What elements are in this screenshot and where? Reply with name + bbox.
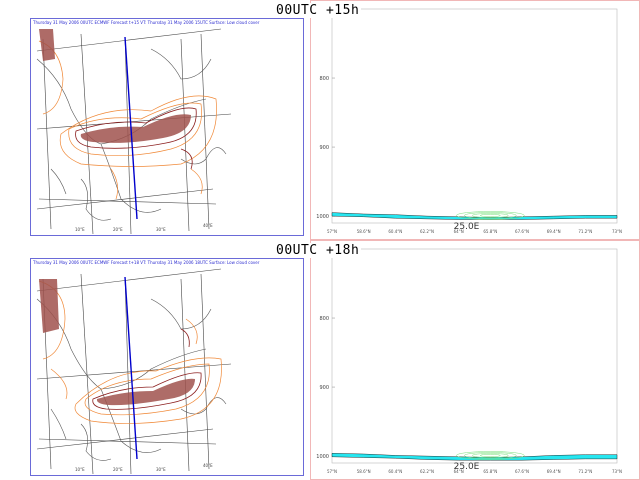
x-tick-label: 57°N <box>327 469 337 474</box>
y-tick-label: 1000 <box>316 454 329 460</box>
x-tick-label: 64°N <box>454 229 464 234</box>
x-tick-label: 57°N <box>327 229 337 234</box>
cloud-contour <box>464 452 517 459</box>
map-icon: 10°E 20°E 30°E 40°E <box>36 268 232 475</box>
boundary-layer-area <box>331 212 618 220</box>
x-tick-label: 60.4°N <box>388 229 402 234</box>
lon-label: 30°E <box>156 227 166 232</box>
y-tick-label: 900 <box>319 145 329 151</box>
cloud-contour <box>472 213 509 218</box>
cloud-contour <box>472 453 509 458</box>
x-tick-label: 60.4°N <box>388 469 402 474</box>
x-tick-label: 67.6°N <box>515 229 529 234</box>
x-tick-label: 58.6°N <box>357 469 371 474</box>
lon-label: 40°E <box>203 223 213 228</box>
lon-label: 10°E <box>75 467 85 472</box>
lon-label: 30°E <box>156 467 166 472</box>
forecast-panel-15h: Thursday 31 May 2006 00UTC ECMWF Forecas… <box>30 0 640 240</box>
y-tick-label: 800 <box>319 316 329 322</box>
x-tick-label: 62.2°N <box>420 469 434 474</box>
forecast-panel-18h: Thursday 31 May 2006 00UTC ECMWF Forecas… <box>0 240 640 480</box>
section-line <box>124 36 138 220</box>
x-tick-label: 71.2°N <box>578 469 592 474</box>
x-tick-label: 65.8°N <box>483 469 497 474</box>
cross-section-chart: 800 900 1000 57°N 58.6°N 60.4°N 62.2°N 64°N 65.8… <box>310 0 640 240</box>
map-header: Thursday 31 May 2006 00UTC ECMWF Forecas… <box>33 260 260 265</box>
map-icon: 10°E 20°E 30°E 40°E <box>36 28 232 235</box>
cloud-contour <box>456 451 525 460</box>
cloud-contour <box>480 454 501 457</box>
x-tick-label: 73°N <box>612 229 622 234</box>
section-title: 25.0E <box>454 462 480 472</box>
cloud-contour <box>480 214 501 217</box>
cloud-contour <box>464 212 517 219</box>
plot-frame <box>331 248 618 464</box>
cross-section-icon: 800 900 1000 57°N 58.6°N 60.4°N 62.2°N 64°N 65.8… <box>316 8 622 234</box>
cloud-contour <box>456 211 525 220</box>
x-tick-label: 69.4°N <box>547 229 561 234</box>
lon-label: 20°E <box>113 467 123 472</box>
y-tick-label: 1000 <box>316 214 329 220</box>
lon-label: 20°E <box>113 227 123 232</box>
boundary-layer-area <box>331 453 618 461</box>
x-tick-label: 64°N <box>454 469 464 474</box>
cross-section-chart: 800 900 1000 57°N 58.6°N 60.4°N 62.2°N 64°N 65.8… <box>310 240 640 480</box>
lon-label: 10°E <box>75 227 85 232</box>
x-tick-label: 62.2°N <box>420 229 434 234</box>
map-header: Thursday 31 May 2006 00UTC ECMWF Forecas… <box>33 20 260 25</box>
x-tick-label: 71.2°N <box>578 229 592 234</box>
y-tick-label: 900 <box>319 385 329 391</box>
forecast-time-label: 00UTC +18h <box>274 243 362 258</box>
low-cloud-map: Thursday 31 May 2006 00UTC ECMWF Forecas… <box>30 18 304 236</box>
x-tick-label: 67.6°N <box>515 469 529 474</box>
section-line <box>124 276 138 460</box>
cross-section-icon: 800 900 1000 57°N 58.6°N 60.4°N 62.2°N 64°N 65.8… <box>316 248 622 474</box>
section-title: 25.0E <box>454 222 480 232</box>
x-tick-label: 58.6°N <box>357 229 371 234</box>
x-tick-label: 73°N <box>612 469 622 474</box>
forecast-time-label: 00UTC +15h <box>274 3 362 18</box>
y-tick-label: 800 <box>319 76 329 82</box>
plot-frame <box>331 8 618 224</box>
low-cloud-map: Thursday 31 May 2006 00UTC ECMWF Forecas… <box>30 258 304 476</box>
lon-label: 40°E <box>203 463 213 468</box>
x-tick-label: 65.8°N <box>483 229 497 234</box>
x-tick-label: 69.4°N <box>547 469 561 474</box>
